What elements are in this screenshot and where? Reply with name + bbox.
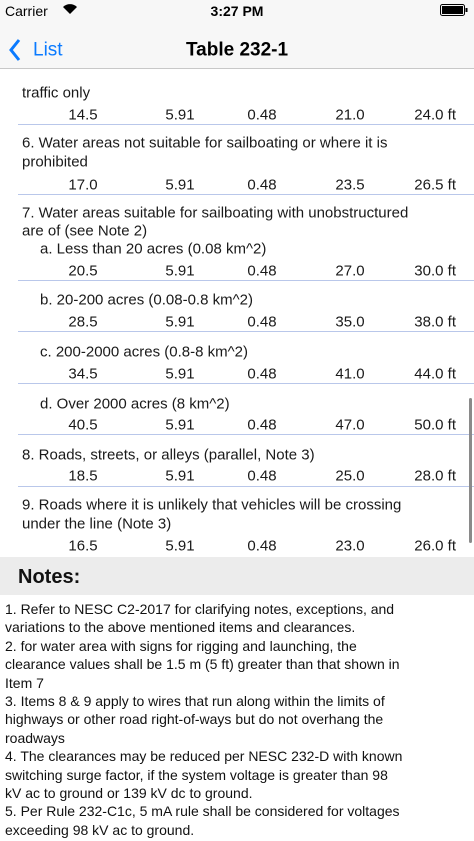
cell: 5.91 bbox=[165, 313, 195, 331]
cell: 41.0 bbox=[335, 365, 365, 383]
note-line: 1. Refer to NESC C2-2017 for clarifying … bbox=[5, 601, 395, 617]
note-line: 4. The clearances may be reduced per NES… bbox=[5, 748, 403, 765]
cell: 25.0 bbox=[335, 467, 365, 485]
cell: 24.0 ft bbox=[414, 106, 456, 124]
row-separator bbox=[18, 124, 474, 125]
row-sublabel: d. Over 2000 acres (8 km^2) bbox=[40, 395, 230, 413]
row-separator bbox=[18, 280, 474, 281]
cell: 0.48 bbox=[247, 416, 277, 434]
cell: 40.5 bbox=[68, 416, 98, 434]
note-line: roadways bbox=[5, 729, 65, 746]
row-label: 9. Roads where it is unlikely that vehic… bbox=[22, 496, 402, 514]
note-line: Item 7 bbox=[5, 674, 44, 691]
notes-title: Notes: bbox=[18, 566, 81, 588]
cell: 44.0 ft bbox=[414, 365, 456, 383]
cell: 26.0 ft bbox=[414, 537, 456, 555]
row-separator bbox=[18, 194, 474, 195]
time: 3:27 PM bbox=[210, 3, 264, 19]
cell: 21.0 bbox=[335, 106, 365, 124]
cell: 5.91 bbox=[165, 416, 195, 434]
note-line: 3. Items 8 & 9 apply to wires that run a… bbox=[5, 693, 385, 709]
note-line: highways or other road right-of-ways but… bbox=[5, 711, 384, 728]
cell: 0.48 bbox=[247, 537, 277, 555]
row-label: traffic only bbox=[22, 84, 91, 102]
cell: 28.0 ft bbox=[414, 467, 456, 485]
note-line: clearance values shall be 1.5 m (5 ft) g… bbox=[5, 656, 400, 673]
row-label: prohibited bbox=[22, 153, 88, 171]
battery-icon bbox=[440, 4, 468, 16]
cell: 0.48 bbox=[247, 106, 277, 124]
cell: 5.91 bbox=[165, 262, 195, 280]
cell: 0.48 bbox=[247, 313, 277, 331]
cell: 16.5 bbox=[68, 537, 98, 555]
cell: 23.0 bbox=[335, 537, 365, 555]
cell: 0.48 bbox=[247, 262, 277, 280]
cell: 0.48 bbox=[247, 365, 277, 383]
cell: 23.5 bbox=[335, 176, 365, 194]
row-label: are of (see Note 2) bbox=[22, 222, 148, 240]
row-separator bbox=[18, 434, 474, 435]
cell: 34.5 bbox=[68, 365, 98, 383]
cell: 50.0 ft bbox=[414, 416, 456, 434]
cell: 26.5 ft bbox=[414, 176, 456, 194]
cell: 30.0 ft bbox=[414, 262, 456, 280]
cell: 5.91 bbox=[165, 365, 195, 383]
cell: 5.91 bbox=[165, 537, 195, 555]
cell: 0.48 bbox=[247, 176, 277, 194]
cell: 28.5 bbox=[68, 313, 98, 331]
cell: 14.5 bbox=[68, 106, 98, 124]
row-sublabel: b. 20-200 acres (0.08-0.8 km^2) bbox=[40, 291, 253, 309]
cell: 27.0 bbox=[335, 262, 365, 280]
back-button[interactable]: List bbox=[33, 39, 63, 61]
status-bar: Carrier 3:27 PM List Table 232-1 bbox=[0, 0, 474, 69]
row-sublabel: c. 200-2000 acres (0.8-8 km^2) bbox=[40, 343, 248, 361]
cell: 17.0 bbox=[68, 176, 98, 194]
cell: 38.0 ft bbox=[414, 313, 456, 331]
cell: 5.91 bbox=[165, 106, 195, 124]
wifi-icon bbox=[63, 4, 77, 14]
nav-title: Table 232-1 bbox=[185, 39, 289, 61]
notes-header bbox=[0, 557, 474, 595]
note-line: exceeding 98 kV ac to ground. bbox=[5, 821, 195, 838]
scrollbar bbox=[469, 398, 472, 543]
row-sublabel: a. Less than 20 acres (0.08 km^2) bbox=[40, 240, 267, 258]
note-line: 5. Per Rule 232-C1c, 5 mA rule shall be … bbox=[5, 803, 400, 820]
cell: 18.5 bbox=[68, 467, 98, 485]
cell: 5.91 bbox=[165, 467, 195, 485]
row-separator bbox=[18, 331, 474, 332]
note-line: variations to the above mentioned items … bbox=[5, 619, 356, 636]
note-line: kV ac to ground or 139 kV dc to ground. bbox=[5, 785, 253, 801]
note-line: 2. for water area with signs for rigging… bbox=[5, 637, 357, 654]
back-chevron[interactable] bbox=[8, 38, 22, 62]
cell: 47.0 bbox=[335, 416, 365, 434]
row-label: under the line (Note 3) bbox=[22, 515, 172, 533]
row-label: 6. Water areas not suitable for sailboat… bbox=[22, 134, 388, 152]
cell: 5.91 bbox=[165, 176, 195, 194]
note-line: switching surge factor, if the system vo… bbox=[5, 766, 388, 783]
cell: 0.48 bbox=[247, 467, 277, 485]
row-separator bbox=[18, 383, 474, 384]
cell: 20.5 bbox=[68, 262, 98, 280]
cell: 35.0 bbox=[335, 313, 365, 331]
row-label: 7. Water areas suitable for sailboating … bbox=[22, 204, 409, 222]
row-label: 8. Roads, streets, or alleys (parallel, … bbox=[22, 446, 315, 464]
row-separator bbox=[18, 486, 474, 487]
carrier: Carrier bbox=[5, 3, 48, 19]
